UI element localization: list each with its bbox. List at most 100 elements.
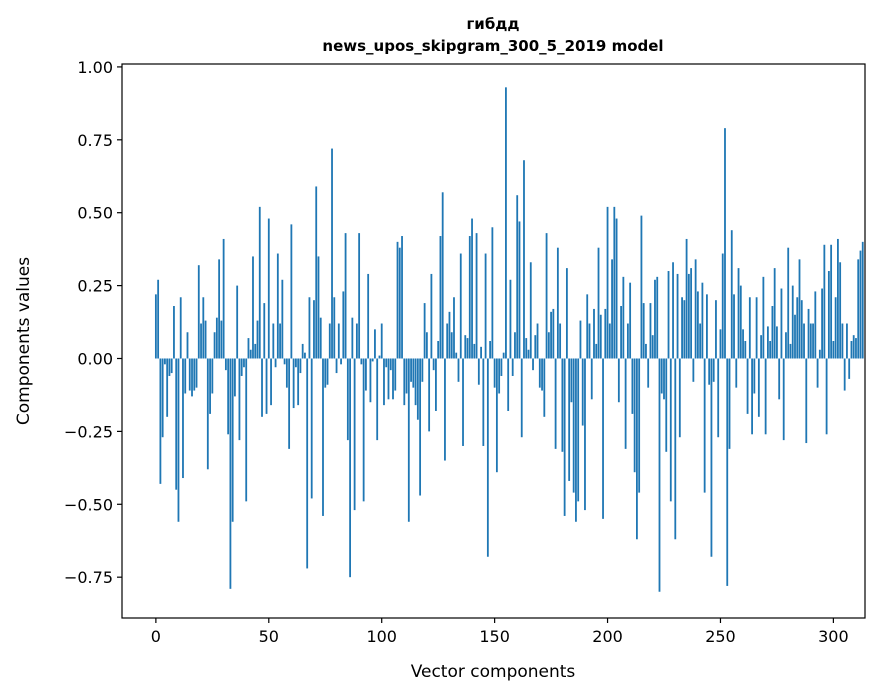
bar [437, 341, 440, 359]
bar [475, 233, 478, 359]
bar [344, 233, 347, 359]
bar [301, 343, 304, 359]
bar [416, 358, 419, 420]
bar [753, 358, 756, 394]
bar [543, 358, 546, 417]
bar [401, 236, 403, 359]
bar [848, 358, 851, 379]
bar [841, 323, 844, 359]
bar [195, 358, 198, 388]
bar [507, 358, 510, 411]
bar [290, 224, 293, 359]
bar [211, 358, 214, 394]
bar [699, 323, 702, 359]
bar [398, 247, 401, 359]
y-tick-label: 0.00 [77, 349, 113, 368]
bar [247, 338, 250, 359]
bar [414, 358, 417, 406]
bar [161, 358, 164, 438]
bar [710, 358, 713, 557]
bar [213, 332, 216, 359]
y-axis: 1.00 0.75 0.50 0.25 0.00 −0.25 −0.50 −0.75 [64, 58, 122, 587]
bar [197, 265, 200, 359]
bar [455, 352, 458, 359]
bar [304, 352, 306, 359]
bar [394, 358, 397, 391]
bar [554, 358, 557, 449]
bar [588, 323, 591, 359]
bar [396, 241, 399, 359]
bar [561, 358, 564, 452]
bar [238, 358, 241, 441]
bar [730, 230, 733, 359]
bar [660, 358, 663, 394]
bar [755, 297, 758, 359]
bar [514, 332, 516, 359]
bar [215, 317, 218, 359]
x-tick-label: 250 [705, 627, 736, 646]
bar [782, 358, 785, 441]
bar [471, 218, 473, 359]
bar [633, 358, 636, 473]
bar [683, 300, 686, 359]
bar [283, 358, 286, 365]
bar [367, 273, 370, 359]
bar [687, 273, 690, 359]
bar [676, 273, 679, 359]
bar [744, 341, 747, 359]
bar [175, 358, 178, 490]
bar [611, 259, 613, 359]
bar [667, 271, 670, 359]
bar [622, 276, 625, 359]
bar [769, 341, 772, 359]
bar [726, 358, 729, 586]
bar [825, 358, 828, 435]
bar [762, 276, 765, 359]
bar [355, 323, 358, 359]
bar [798, 259, 801, 359]
bar [464, 335, 467, 359]
bar [407, 358, 410, 522]
bar [227, 358, 230, 435]
bar [441, 192, 444, 359]
bar [766, 326, 769, 359]
bar [832, 341, 835, 359]
x-tick-label: 0 [151, 627, 161, 646]
bar [206, 358, 209, 470]
y-tick-label: −0.25 [64, 422, 113, 441]
bar [728, 358, 731, 449]
bar [846, 323, 848, 359]
bar [193, 358, 196, 391]
bar [735, 358, 738, 388]
bar [188, 358, 191, 391]
bar [647, 358, 650, 388]
bar [855, 338, 857, 359]
bar [794, 314, 796, 359]
bar [342, 291, 345, 359]
bar [534, 335, 537, 359]
bar [360, 358, 363, 365]
bar [204, 320, 207, 359]
bar [778, 358, 781, 400]
bar [789, 343, 792, 359]
bar [859, 250, 862, 359]
bar [584, 358, 586, 511]
bar [645, 343, 647, 359]
bar [220, 320, 223, 359]
bar [536, 323, 539, 359]
bar [694, 259, 697, 359]
bar [261, 358, 263, 417]
bar [776, 326, 778, 359]
bar [678, 358, 681, 438]
bar [796, 297, 799, 359]
bar [780, 288, 783, 359]
bar [663, 358, 665, 400]
bar [563, 358, 566, 516]
bar [310, 358, 313, 499]
bar [613, 206, 616, 359]
bar [466, 338, 469, 359]
chart-title: гибдд [466, 15, 519, 33]
x-tick-label: 150 [479, 627, 510, 646]
bar [380, 323, 383, 359]
bar [182, 358, 184, 479]
